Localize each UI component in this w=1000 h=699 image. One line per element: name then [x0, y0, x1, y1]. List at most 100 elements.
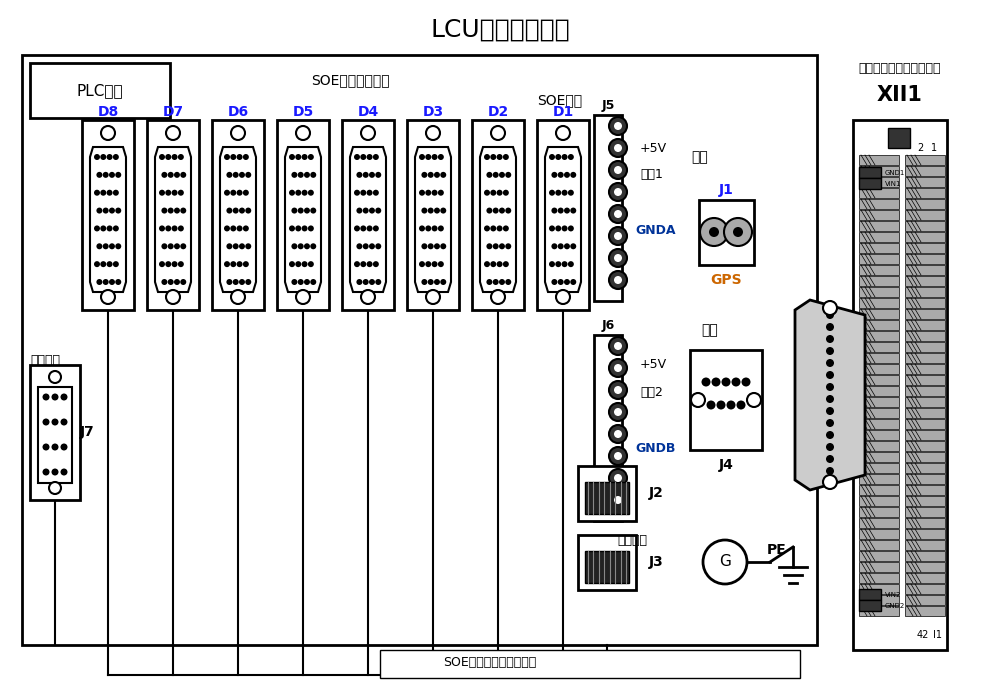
- Circle shape: [361, 290, 375, 304]
- Circle shape: [354, 226, 360, 231]
- Text: D3: D3: [422, 105, 444, 119]
- Circle shape: [568, 226, 574, 231]
- Circle shape: [440, 208, 446, 214]
- Circle shape: [490, 261, 496, 267]
- Circle shape: [161, 208, 167, 214]
- Circle shape: [361, 126, 375, 140]
- Bar: [859, 188, 899, 198]
- Bar: [22, 55, 817, 645]
- Bar: [859, 199, 899, 209]
- Bar: [859, 375, 899, 385]
- Circle shape: [304, 208, 310, 214]
- Circle shape: [180, 243, 186, 250]
- Text: D6: D6: [227, 105, 249, 119]
- Circle shape: [103, 208, 109, 214]
- Circle shape: [289, 261, 295, 267]
- Circle shape: [614, 210, 622, 218]
- Circle shape: [166, 126, 180, 140]
- Text: D2: D2: [487, 105, 509, 119]
- Circle shape: [165, 226, 171, 231]
- Bar: [905, 331, 945, 341]
- Bar: [859, 331, 899, 341]
- Circle shape: [243, 154, 249, 160]
- Bar: [690, 350, 762, 450]
- Circle shape: [226, 208, 232, 214]
- Circle shape: [551, 243, 557, 250]
- Circle shape: [609, 447, 627, 465]
- Circle shape: [826, 407, 834, 415]
- Circle shape: [555, 226, 561, 231]
- Circle shape: [109, 172, 115, 178]
- Circle shape: [178, 261, 184, 267]
- Circle shape: [42, 419, 50, 426]
- Circle shape: [490, 226, 496, 231]
- Bar: [905, 155, 945, 165]
- Circle shape: [503, 226, 509, 231]
- Circle shape: [703, 540, 747, 584]
- Bar: [905, 408, 945, 418]
- Circle shape: [49, 482, 61, 494]
- Bar: [212, 120, 264, 310]
- Polygon shape: [545, 147, 581, 292]
- Circle shape: [174, 243, 180, 250]
- Circle shape: [614, 122, 622, 130]
- Bar: [859, 386, 899, 396]
- Circle shape: [747, 393, 761, 407]
- Circle shape: [367, 154, 373, 160]
- Circle shape: [304, 172, 310, 178]
- Text: 调试接口: 调试接口: [617, 535, 647, 547]
- Circle shape: [369, 208, 375, 214]
- Circle shape: [425, 189, 431, 196]
- Circle shape: [484, 226, 490, 231]
- Circle shape: [310, 243, 316, 250]
- Bar: [859, 452, 899, 462]
- Circle shape: [493, 172, 499, 178]
- Circle shape: [174, 279, 180, 285]
- Circle shape: [113, 226, 119, 231]
- Circle shape: [367, 261, 373, 267]
- Circle shape: [360, 261, 366, 267]
- Circle shape: [237, 261, 243, 267]
- Circle shape: [609, 139, 627, 157]
- Circle shape: [239, 172, 245, 178]
- Bar: [859, 419, 899, 429]
- Circle shape: [237, 189, 243, 196]
- Circle shape: [555, 189, 561, 196]
- Circle shape: [503, 154, 509, 160]
- Circle shape: [52, 468, 58, 475]
- Bar: [859, 353, 899, 363]
- Circle shape: [691, 393, 705, 407]
- Circle shape: [568, 189, 574, 196]
- Circle shape: [291, 208, 297, 214]
- Circle shape: [113, 154, 119, 160]
- Circle shape: [295, 154, 301, 160]
- Circle shape: [310, 279, 316, 285]
- Circle shape: [558, 243, 564, 250]
- Bar: [859, 166, 899, 176]
- Circle shape: [178, 226, 184, 231]
- Circle shape: [823, 301, 837, 315]
- Bar: [905, 386, 945, 396]
- Circle shape: [375, 243, 381, 250]
- Circle shape: [245, 172, 251, 178]
- Circle shape: [230, 154, 236, 160]
- Bar: [905, 584, 945, 594]
- Bar: [859, 221, 899, 231]
- Circle shape: [42, 468, 50, 475]
- Circle shape: [428, 243, 434, 250]
- Circle shape: [245, 279, 251, 285]
- Circle shape: [107, 189, 113, 196]
- Circle shape: [614, 188, 622, 196]
- Bar: [537, 120, 589, 310]
- Circle shape: [180, 279, 186, 285]
- Circle shape: [614, 144, 622, 152]
- Circle shape: [558, 279, 564, 285]
- Text: PLC插筱: PLC插筱: [77, 83, 123, 99]
- Circle shape: [505, 279, 511, 285]
- Circle shape: [363, 172, 369, 178]
- Circle shape: [826, 323, 834, 331]
- Circle shape: [419, 154, 425, 160]
- Circle shape: [426, 290, 440, 304]
- Circle shape: [231, 290, 245, 304]
- Bar: [905, 419, 945, 429]
